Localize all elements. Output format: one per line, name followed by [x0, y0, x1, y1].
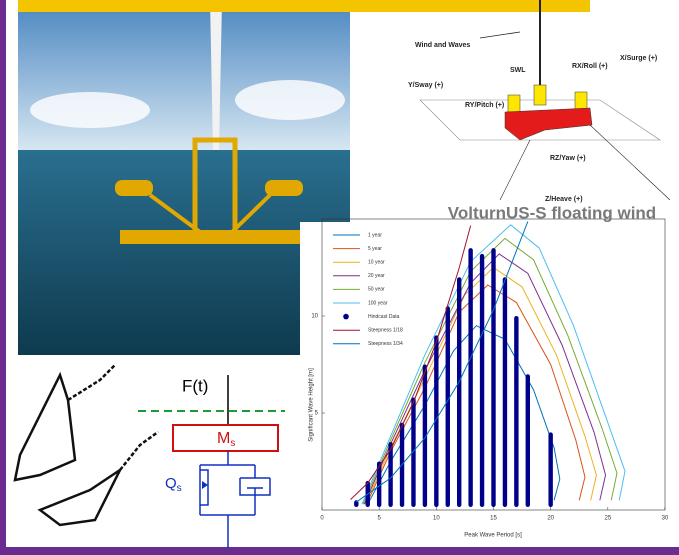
label: Y/Sway (+) — [408, 82, 443, 89]
bottom-border — [0, 547, 679, 555]
legend-label: 10 year — [368, 260, 385, 266]
hindcast-column — [525, 374, 530, 507]
hindcast-column — [434, 335, 439, 507]
y-tick-label: 5 — [315, 411, 319, 417]
label: RZ/Yaw (+) — [550, 155, 586, 162]
label: SWL — [510, 67, 526, 74]
hindcast-column — [479, 253, 485, 507]
hindcast-column — [376, 461, 382, 507]
legend-label: 100 year — [368, 300, 388, 306]
hindcast-column — [491, 248, 496, 507]
legend-label: 50 year — [368, 287, 385, 293]
series-line — [350, 225, 472, 500]
legend-label: Steepness 1/34 — [368, 341, 403, 347]
x-tick-label: 0 — [320, 516, 324, 522]
y-axis-label: Significant Wave Height [m] — [309, 368, 315, 442]
legend-label: Steepness 1/18 — [368, 328, 403, 334]
q-label: Qs — [165, 475, 182, 494]
series-line — [356, 221, 529, 503]
legend-label: 1 year — [368, 232, 382, 238]
hindcast-column — [457, 277, 462, 507]
y-tick-label: 10 — [311, 314, 318, 320]
legend-label: Hindcast Data — [368, 314, 400, 320]
hindcast-column — [502, 277, 508, 507]
hindcast-column — [411, 397, 416, 507]
series-line — [361, 224, 626, 505]
x-tick-label: 30 — [662, 516, 669, 522]
label: RY/Pitch (+) — [465, 102, 504, 109]
x-tick-label: 20 — [547, 516, 554, 522]
label: X/Surge (+) — [620, 55, 657, 62]
legend-label: 20 year — [368, 273, 385, 279]
x-axis-label: Peak Wave Period [s] — [464, 533, 522, 539]
hindcast-column — [422, 364, 428, 507]
force-label: F(t) — [182, 376, 208, 395]
hindcast-column — [548, 432, 553, 507]
x-tick-label: 25 — [604, 516, 611, 522]
hindcast-column — [445, 306, 450, 507]
series-line — [363, 253, 607, 505]
series-line — [367, 325, 561, 505]
mass-label: Ms — [217, 430, 235, 448]
hindcast-column — [514, 316, 519, 507]
x-tick-label: 10 — [433, 516, 440, 522]
label: Z/Heave (+) — [545, 196, 583, 203]
spring-model: F(t) Ms Qs — [138, 375, 285, 548]
label: RX/Roll (+) — [572, 63, 608, 70]
series-line — [362, 237, 618, 505]
motion-diagram: Wind and Waves SWL RX/Roll (+) X/Surge (… — [408, 0, 671, 203]
x-tick-label: 5 — [377, 516, 381, 522]
hindcast-column — [354, 500, 359, 507]
side-border — [0, 0, 6, 555]
platform-photo — [18, 0, 350, 355]
chart-title: VolturnUS-S floating wind — [448, 203, 656, 222]
hindcast-column — [388, 442, 393, 507]
legend-label: 5 year — [368, 246, 382, 252]
label: Wind and Waves — [415, 42, 470, 49]
chart: Peak Wave Period [s] Significant Wave He… — [300, 203, 679, 544]
anchor-drawings — [13, 364, 159, 527]
legend-marker — [343, 313, 349, 320]
x-tick-label: 15 — [490, 516, 497, 522]
series-line — [366, 284, 586, 505]
title-banner — [18, 0, 590, 12]
hindcast-column — [468, 248, 473, 507]
